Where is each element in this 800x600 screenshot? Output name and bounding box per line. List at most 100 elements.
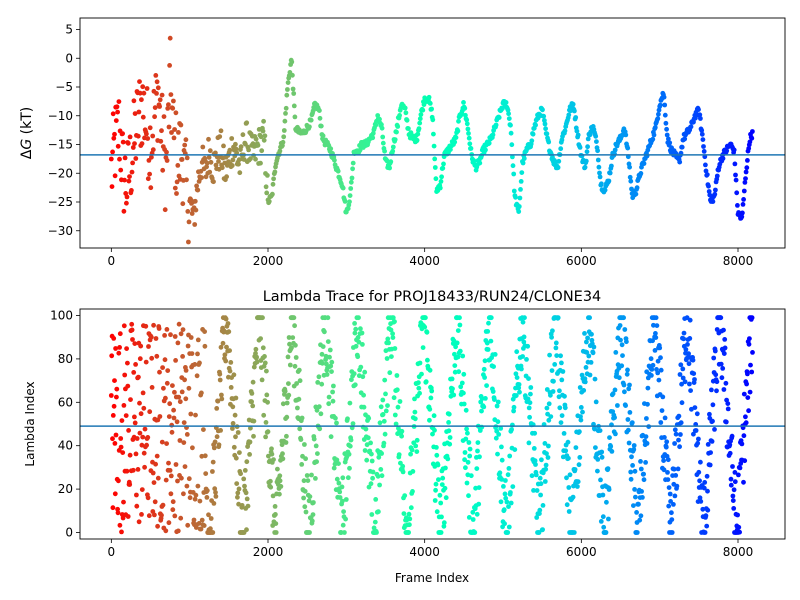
lambda-point: [110, 436, 115, 442]
lambda-point: [154, 353, 160, 359]
lambda-point: [650, 338, 655, 344]
delta-g-point: [746, 146, 752, 151]
delta-g-y-axis-label: ΔG (kT): [19, 107, 35, 159]
delta-g-point: [743, 169, 749, 175]
lambda-point: [279, 442, 285, 448]
lambda-point: [417, 360, 423, 366]
delta-g-point: [490, 132, 496, 138]
lambda-point: [527, 400, 533, 406]
delta-g-point: [517, 195, 523, 201]
lambda-point: [718, 361, 724, 367]
lambda-point: [575, 484, 580, 489]
delta-g-point: [233, 146, 239, 152]
delta-g-point: [193, 207, 199, 213]
lambda-point: [452, 351, 457, 357]
delta-g-point: [597, 170, 602, 176]
lambda-point: [550, 389, 556, 394]
lambda-point: [291, 315, 297, 321]
lambda-point: [186, 385, 192, 391]
lambda-point: [208, 516, 214, 521]
lambda-point: [178, 515, 184, 521]
delta-g-point: [112, 131, 117, 137]
delta-g-point: [701, 144, 706, 149]
delta-g-point: [125, 140, 131, 146]
lambda-point: [536, 530, 542, 535]
lambda-point: [439, 514, 444, 520]
lambda-point: [181, 420, 187, 425]
lambda-point: [432, 498, 438, 503]
delta-g-point: [438, 179, 444, 184]
delta-g-point: [379, 122, 384, 127]
delta-g-point: [260, 128, 266, 134]
lambda-point: [455, 328, 461, 333]
delta-g-point: [570, 101, 576, 107]
lambda-point: [702, 530, 708, 535]
lambda-point: [272, 504, 278, 509]
lambda-point: [676, 437, 681, 443]
lambda-point: [741, 391, 747, 397]
lambda-point: [370, 475, 375, 481]
lambda-point: [309, 472, 314, 478]
lambda-point: [253, 351, 258, 356]
lambda-point: [235, 490, 241, 496]
delta-g-point: [139, 97, 144, 103]
delta-g-point: [261, 137, 267, 143]
delta-g-point: [650, 136, 656, 142]
delta-g-point: [704, 172, 710, 178]
lambda-point: [369, 512, 375, 517]
lambda-point: [340, 498, 345, 504]
lambda-point: [744, 381, 749, 387]
lambda-point: [126, 428, 131, 433]
lambda-point: [250, 403, 256, 409]
lambda-point: [375, 473, 381, 479]
lambda-point: [412, 416, 418, 422]
delta-g-point: [200, 144, 206, 150]
lambda-point: [495, 451, 500, 457]
lambda-point: [242, 468, 248, 473]
lambda-point: [696, 436, 701, 442]
lambda-point: [542, 441, 548, 446]
lambda-point: [352, 330, 358, 336]
lambda-point: [672, 427, 678, 433]
lambda-point: [175, 340, 181, 346]
lambda-point: [622, 389, 627, 395]
lambda-point: [553, 345, 559, 351]
lambda-point: [482, 375, 487, 380]
lambda-point: [721, 387, 727, 392]
delta-g-point: [466, 131, 471, 136]
lambda-point: [230, 404, 236, 410]
lambda-point: [230, 421, 236, 426]
lambda-point: [653, 331, 658, 336]
delta-g-point: [139, 141, 145, 147]
delta-g-point: [291, 91, 297, 96]
lambda-point: [585, 335, 590, 341]
lambda-point: [524, 357, 529, 362]
lambda-point: [370, 469, 376, 475]
delta-g-point: [440, 165, 446, 171]
lambda-point: [302, 442, 307, 447]
lambda-point: [390, 315, 396, 321]
lambda-point: [379, 473, 385, 479]
delta-g-point: [511, 188, 517, 194]
lambda-point: [719, 375, 725, 381]
lambda-point: [343, 516, 348, 522]
delta-g-point: [720, 156, 726, 161]
lambda-point: [143, 323, 149, 329]
lambda-point: [598, 477, 603, 483]
lambda-point: [307, 494, 313, 499]
lambda-point: [718, 315, 724, 321]
lambda-point: [649, 367, 655, 372]
lambda-point: [391, 395, 397, 401]
lambda-point: [655, 358, 661, 364]
lambda-point: [156, 326, 162, 331]
lambda-point: [705, 507, 711, 513]
delta-g-point: [237, 170, 243, 176]
delta-g-point: [466, 135, 472, 141]
delta-g-point: [318, 123, 324, 129]
lambda-point: [310, 512, 316, 517]
delta-g-point: [183, 137, 189, 143]
lambda-point: [399, 433, 404, 439]
lambda-point: [498, 499, 504, 505]
delta-g-point: [204, 160, 210, 166]
lambda-point: [653, 335, 659, 340]
